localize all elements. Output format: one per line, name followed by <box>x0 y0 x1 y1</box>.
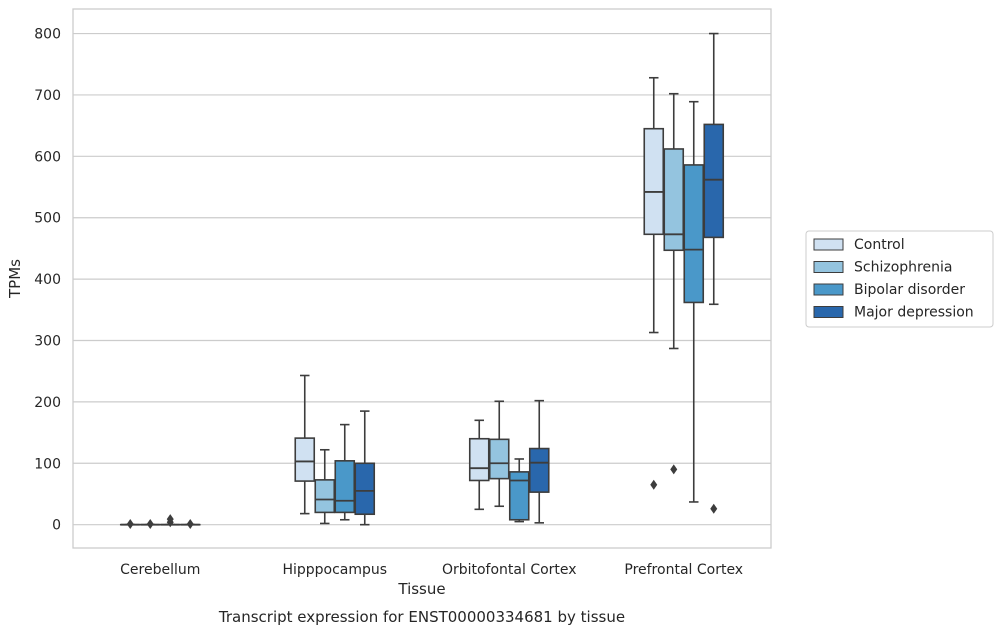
box-0-1 <box>139 519 161 530</box>
legend-frame <box>805 230 994 328</box>
outlier-point <box>710 503 718 514</box>
box-iqr <box>703 123 725 239</box>
legend-label: Major depression <box>854 305 974 321</box>
box-iqr <box>488 438 510 480</box>
box-1-1 <box>314 448 336 525</box>
box-iqr <box>663 148 685 252</box>
legend-swatch <box>813 261 844 273</box>
legend-swatch <box>813 306 844 318</box>
chart-caption: Transcript expression for ENST0000033468… <box>218 608 625 626</box>
outlier-point <box>186 519 194 530</box>
legend-swatch <box>813 238 844 251</box>
box-iqr <box>294 437 316 482</box>
box-iqr <box>354 462 376 516</box>
box-iqr <box>314 479 336 514</box>
outlier-point <box>670 464 678 475</box>
box-0-2 <box>159 514 181 528</box>
y-tick-label: 700 <box>34 88 61 104</box>
y-tick-label: 600 <box>34 149 61 165</box>
x-axis-title: Tissue <box>397 580 445 598</box>
box-iqr <box>643 127 665 236</box>
plot-frame <box>72 8 772 549</box>
box-2-2 <box>508 458 530 523</box>
box-0-0 <box>119 519 141 530</box>
box-iqr <box>528 447 550 493</box>
box-0-3 <box>179 519 201 530</box>
box-iqr <box>334 460 356 514</box>
y-axis-title: TPMs <box>6 259 24 299</box>
y-tick-label: 0 <box>52 518 61 534</box>
box-2-1 <box>488 400 510 508</box>
y-tick-label: 300 <box>34 334 61 350</box>
box-iqr <box>468 437 490 482</box>
box-1-0 <box>294 374 316 515</box>
box-plots <box>119 32 725 530</box>
box-1-3 <box>354 410 376 526</box>
x-tick-label: Hipppocampus <box>282 562 387 578</box>
legend-label: Schizophrenia <box>854 260 952 276</box>
box-2-0 <box>468 419 490 511</box>
box-1-2 <box>334 423 356 521</box>
box-3-2 <box>683 100 705 503</box>
y-tick-label: 100 <box>34 456 61 472</box>
x-tick-label: Orbitofontal Cortex <box>442 562 577 578</box>
legend-label: Control <box>854 237 905 253</box>
outlier-point <box>650 479 658 490</box>
gridlines <box>73 32 771 526</box>
y-tick-label: 500 <box>34 211 61 227</box>
y-tick-label: 200 <box>34 395 61 411</box>
box-2-3 <box>528 399 550 524</box>
outlier-point <box>126 519 134 530</box>
box-3-3 <box>703 32 725 514</box>
outlier-point <box>146 519 154 530</box>
y-tick-label: 800 <box>34 27 61 43</box>
x-tick-labels: Cerebellum Hipppocampus Orbitofontal Corte… <box>120 562 743 578</box>
y-tick-label: 400 <box>34 272 61 288</box>
box-3-0 <box>643 76 665 490</box>
y-tick-labels: 0 100 200 300 400 500 600 700 800 <box>34 27 61 534</box>
legend-swatch <box>813 283 844 296</box>
box-3-1 <box>663 92 685 475</box>
legend: Control Schizophrenia Bipolar disorder Majo… <box>805 230 994 328</box>
x-tick-label: Prefrontal Cortex <box>624 562 743 578</box>
legend-label: Bipolar disorder <box>854 282 965 298</box>
x-tick-label: Cerebellum <box>120 562 200 578</box>
box-iqr <box>508 471 530 521</box>
outlier-point <box>166 514 174 525</box>
box-iqr <box>683 164 705 304</box>
